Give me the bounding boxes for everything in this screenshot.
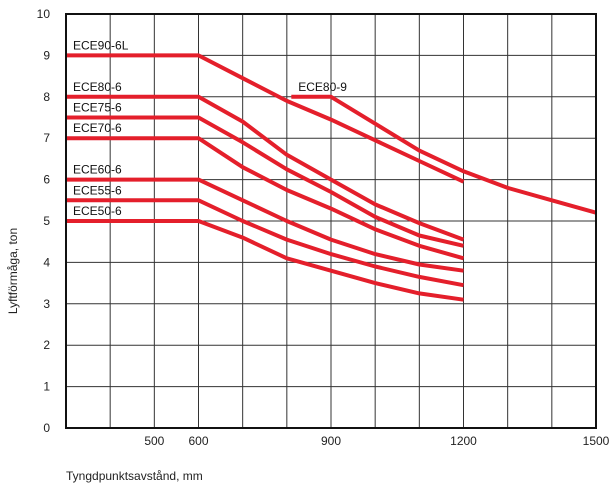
series-line bbox=[66, 136, 465, 261]
x-tick-label: 600 bbox=[188, 434, 208, 448]
y-tick-label: 5 bbox=[43, 214, 50, 228]
x-tick-label: 500 bbox=[144, 434, 164, 448]
y-tick-label: 7 bbox=[43, 131, 50, 145]
x-axis-title: Tyngdpunktsavstånd, mm bbox=[66, 469, 203, 483]
series-label: ECE75-6 bbox=[73, 101, 122, 115]
series-label: ECE50-6 bbox=[73, 204, 122, 218]
series-label: ECE80-9 bbox=[298, 80, 347, 94]
y-tick-label: 0 bbox=[43, 421, 50, 435]
y-tick-labels: 0 1 2 3 4 5 6 7 8 9 10 bbox=[37, 7, 51, 435]
x-tick-label: 1200 bbox=[450, 434, 477, 448]
series-line bbox=[66, 198, 464, 288]
y-axis-title: Lyftförmåga, ton bbox=[6, 228, 20, 314]
plot-frame bbox=[65, 13, 597, 429]
series-label: ECE55-6 bbox=[73, 183, 122, 197]
x-tick-label: 900 bbox=[321, 434, 341, 448]
series-line bbox=[66, 219, 464, 302]
series-label: ECE80-6 bbox=[73, 80, 122, 94]
series-label: ECE60-6 bbox=[73, 163, 122, 177]
series-line bbox=[66, 53, 465, 184]
y-tick-label: 9 bbox=[43, 48, 50, 62]
y-tick-label: 3 bbox=[43, 297, 50, 311]
series-label: ECE70-6 bbox=[73, 121, 122, 135]
series-line bbox=[66, 177, 464, 273]
x-tick-label: 1500 bbox=[583, 434, 610, 448]
x-tick-labels: 500 600 900 1200 1500 bbox=[144, 434, 609, 448]
series-lines bbox=[66, 53, 597, 302]
series-line bbox=[66, 115, 464, 248]
y-tick-label: 10 bbox=[37, 7, 51, 21]
series-line bbox=[66, 94, 465, 242]
y-tick-label: 6 bbox=[43, 173, 50, 187]
series-labels: ECE90-6L ECE80-6 ECE75-6 ECE70-6 ECE60-6 ECE5… bbox=[73, 38, 347, 218]
series-line bbox=[291, 94, 597, 215]
y-tick-label: 4 bbox=[43, 255, 50, 269]
series-label: ECE90-6L bbox=[73, 38, 129, 52]
y-tick-label: 8 bbox=[43, 90, 50, 104]
y-tick-label: 2 bbox=[43, 338, 50, 352]
y-tick-label: 1 bbox=[43, 380, 50, 394]
